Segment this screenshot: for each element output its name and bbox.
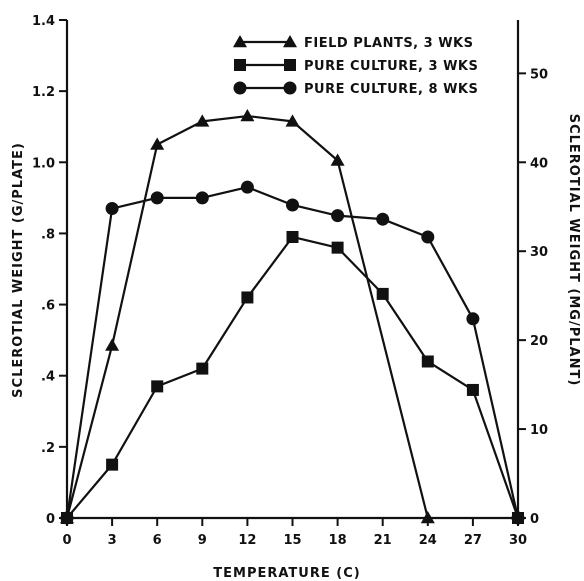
- y-left-tick-label: 1.4: [32, 14, 55, 29]
- y-axis-left-label: SCLEROTIAL WEIGHT (G/PLATE): [11, 142, 26, 398]
- legend-marker: [233, 35, 247, 48]
- series-layer: [60, 109, 525, 525]
- data-point: [195, 114, 210, 127]
- data-point: [421, 230, 435, 244]
- data-point: [286, 230, 299, 243]
- y-left-tick-label: .8: [41, 227, 55, 242]
- x-tick-label: 9: [198, 533, 207, 548]
- data-point: [330, 153, 345, 166]
- data-point: [240, 109, 255, 122]
- data-point: [240, 180, 254, 194]
- legend-marker: [234, 59, 246, 71]
- series-square: [61, 230, 524, 524]
- x-tick-label: 3: [108, 533, 117, 548]
- y-right-tick-label: 50: [530, 67, 548, 82]
- data-point: [105, 202, 119, 216]
- x-tick-label: 0: [62, 533, 71, 548]
- y-left-tick-label: .6: [41, 299, 55, 314]
- data-point: [286, 198, 299, 212]
- x-tick-label: 21: [374, 533, 392, 548]
- y-left-tick-label: 0: [46, 512, 55, 527]
- y-right-tick-label: 0: [530, 512, 539, 527]
- x-axis-label: TEMPERATURE (C): [213, 566, 360, 581]
- legend-label: PURE CULTURE, 8 WKS: [304, 82, 478, 97]
- data-point: [420, 511, 435, 524]
- legend-marker: [233, 81, 247, 95]
- data-point: [150, 191, 164, 205]
- data-point: [150, 137, 165, 150]
- legend: FIELD PLANTS, 3 WKS PURE CULTURE, 3 WKS PU…: [233, 35, 478, 97]
- y-right-tick-label: 10: [530, 423, 548, 438]
- x-tick-label: 27: [464, 533, 482, 548]
- series-circle: [60, 180, 525, 525]
- data-point: [151, 380, 164, 393]
- legend-entry: PURE CULTURE, 8 WKS: [233, 81, 478, 97]
- x-tick-label: 6: [153, 533, 162, 548]
- y-right-tick-label: 40: [530, 156, 548, 171]
- x-tick-label: 12: [238, 533, 256, 548]
- series-line: [65, 114, 429, 519]
- y-left-tick-label: 1.2: [32, 85, 55, 100]
- data-point: [241, 291, 254, 304]
- legend-marker: [283, 35, 297, 48]
- x-tick-label: 24: [419, 533, 437, 548]
- y-right-tick-label: 30: [530, 245, 548, 260]
- data-point: [421, 355, 434, 368]
- data-point: [60, 511, 74, 525]
- data-point: [106, 458, 119, 471]
- data-point: [195, 191, 209, 205]
- legend-marker: [283, 81, 297, 95]
- legend-marker: [284, 59, 296, 71]
- x-tick-label: 15: [283, 533, 301, 548]
- legend-label: PURE CULTURE, 3 WKS: [304, 59, 478, 74]
- x-tick-label: 18: [329, 533, 347, 548]
- legend-entry: FIELD PLANTS, 3 WKS: [233, 35, 474, 51]
- data-point: [466, 312, 480, 326]
- data-point: [196, 362, 209, 375]
- y-axis-right-label: SCLEROTIAL WEIGHT (MG/PLANT): [566, 114, 581, 387]
- data-point: [105, 338, 120, 351]
- data-point: [376, 287, 389, 300]
- data-point: [466, 383, 479, 396]
- data-point: [376, 212, 390, 226]
- data-point: [331, 209, 345, 223]
- data-point: [285, 114, 300, 127]
- y-left-tick-label: .2: [41, 441, 55, 456]
- data-point: [331, 241, 344, 254]
- legend-label: FIELD PLANTS, 3 WKS: [304, 36, 474, 51]
- y-left-tick-label: 1.0: [32, 156, 55, 171]
- y-right-tick-label: 20: [530, 334, 548, 349]
- data-point: [511, 511, 525, 525]
- legend-entry: PURE CULTURE, 3 WKS: [234, 59, 478, 74]
- axes: 0 3 6 9 12 15 18 21 24 27 300.2.4.6.81.01.21.40102…: [32, 14, 548, 548]
- x-tick-label: 30: [509, 533, 527, 548]
- y-left-tick-label: .4: [41, 370, 55, 385]
